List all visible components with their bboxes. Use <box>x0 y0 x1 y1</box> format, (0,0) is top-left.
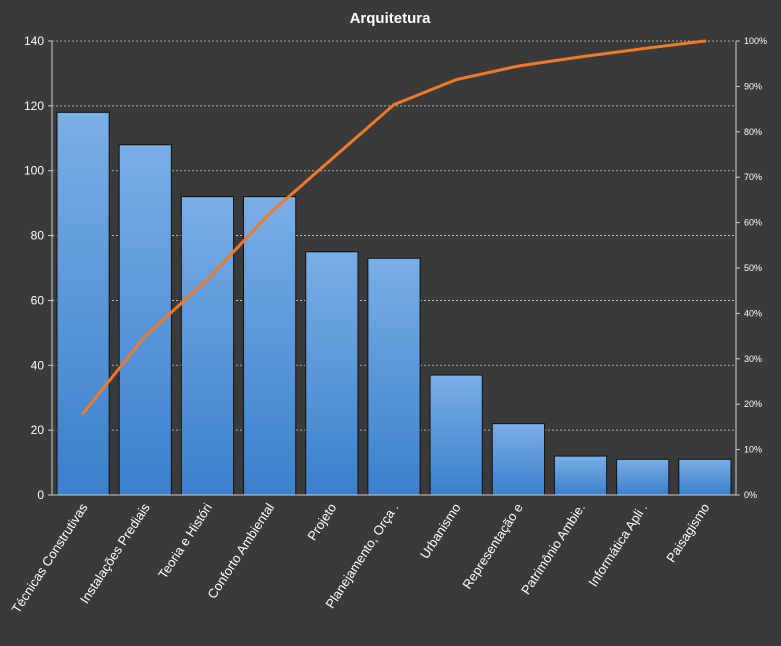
y-right-tick-label: 60% <box>744 218 762 228</box>
x-tick-label: Planejamento, Orça . <box>322 500 401 611</box>
x-tick-label: Conforto Ambiental <box>204 500 277 601</box>
y-left-tick-label: 80 <box>31 229 45 243</box>
x-tick-label: Informática Apli . <box>585 500 650 589</box>
bar <box>429 374 483 496</box>
y-right-tick-label: 80% <box>744 127 762 137</box>
y-right-tick-label: 10% <box>744 445 762 455</box>
y-right-tick-label: 90% <box>744 81 762 91</box>
y-left-tick-label: 140 <box>24 34 44 48</box>
y-left-tick-label: 0 <box>37 488 44 502</box>
bar <box>243 196 297 496</box>
bar <box>367 257 421 496</box>
cumulative-line <box>81 39 707 415</box>
y-right-tick-label: 70% <box>744 172 762 182</box>
x-tick-label: Paisagismo <box>663 500 712 565</box>
y-left-tick-label: 100 <box>24 164 44 178</box>
bar <box>678 458 732 496</box>
y-right-tick-label: 0% <box>744 490 757 500</box>
x-tick-label: Patrimônio Ambie. <box>518 500 588 597</box>
y-right-tick-label: 30% <box>744 354 762 364</box>
x-tick-label: Instalações Prediais <box>77 500 153 606</box>
bar <box>180 196 235 496</box>
y-left-tick-label: 40 <box>31 358 45 372</box>
bar <box>616 458 670 496</box>
y-right-tick-label: 20% <box>744 399 762 409</box>
bar <box>491 423 545 496</box>
x-tick-label: Projeto <box>304 500 339 543</box>
y-left-tick-label: 20 <box>31 423 45 437</box>
x-tick-label: Teoria e Históri <box>155 500 215 581</box>
y-right-tick-label: 40% <box>744 308 762 318</box>
x-tick-label: Urbanismo <box>417 500 464 561</box>
y-right-tick-label: 100% <box>744 36 767 46</box>
bar <box>305 251 359 496</box>
y-right-tick-label: 50% <box>744 263 762 273</box>
y-left-tick-label: 60 <box>31 293 45 307</box>
y-left-tick-label: 120 <box>24 99 44 113</box>
x-tick-label: Representação e <box>459 500 526 591</box>
chart-title: Arquitetura <box>350 10 431 27</box>
bar <box>56 111 110 496</box>
bar <box>553 455 608 496</box>
